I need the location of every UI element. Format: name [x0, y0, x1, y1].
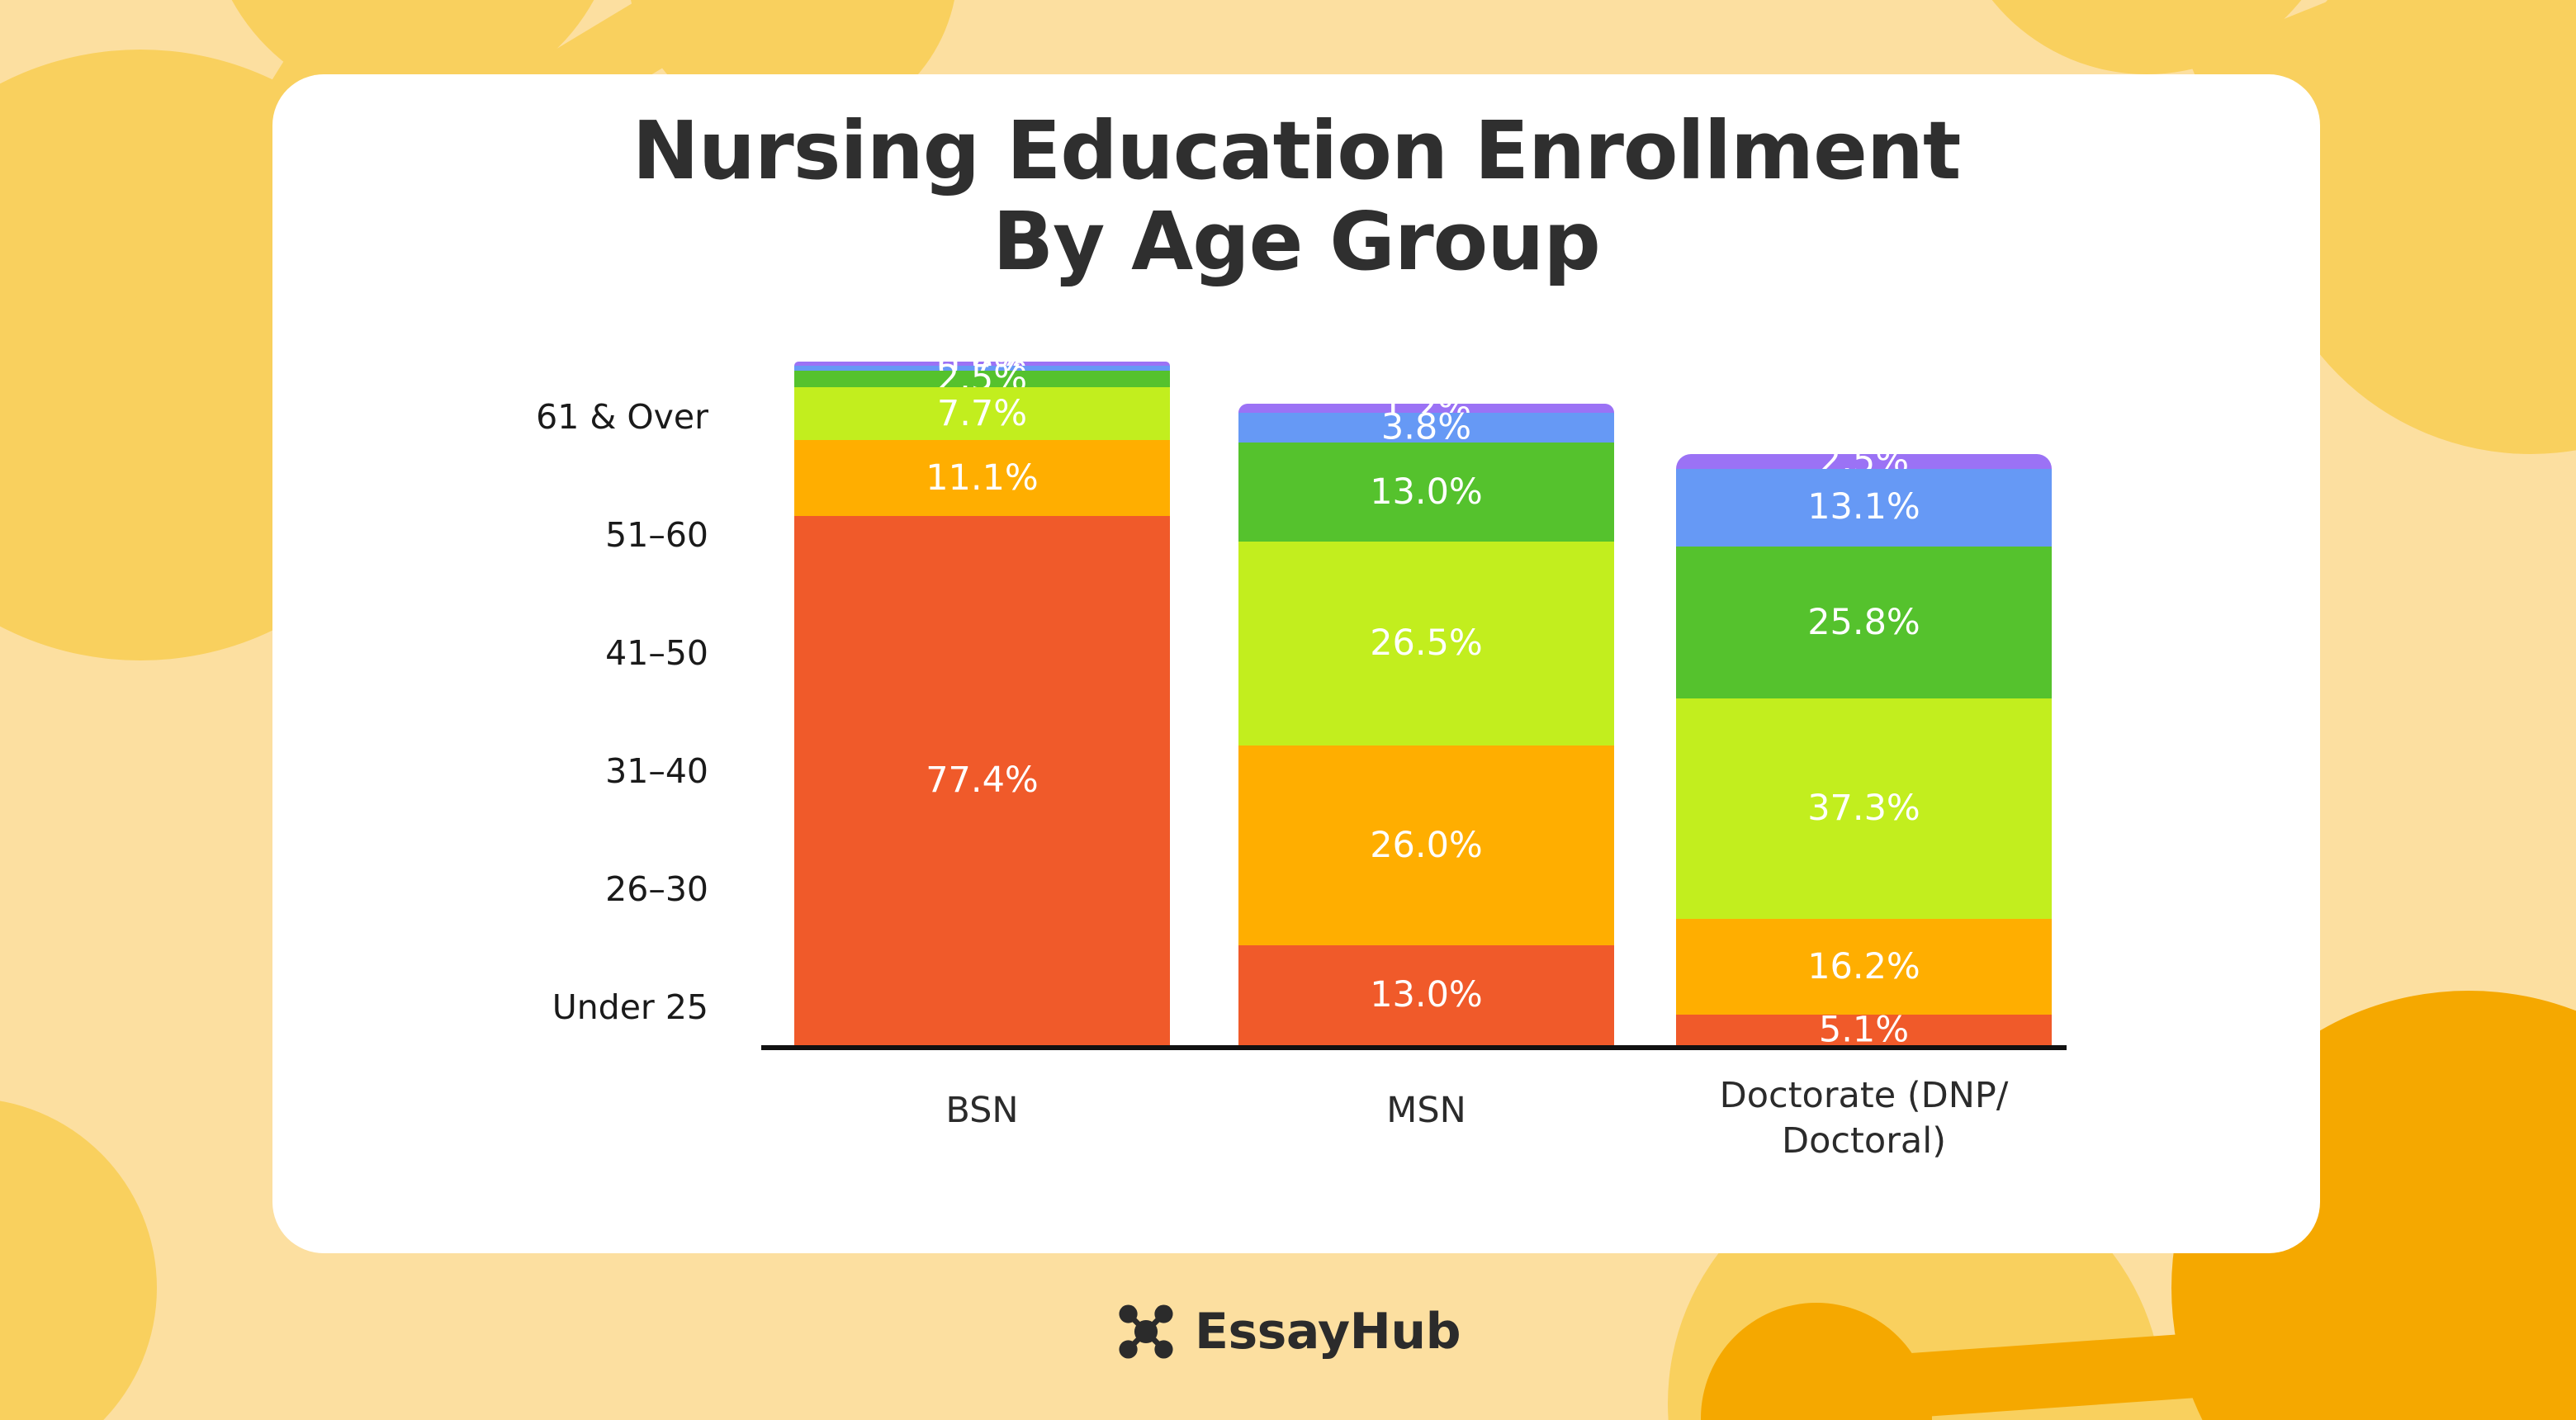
legend-label-1: 61 & Over [536, 397, 708, 437]
bar-segment[interactable]: 25.8% [1676, 546, 2052, 699]
x-axis-label-line: Doctorate (DNP/ [1719, 1075, 2009, 1116]
bar-segment[interactable]: 2.5% [794, 361, 1170, 396]
legend-label-6: Under 25 [552, 987, 708, 1027]
bar-segment[interactable]: 77.4% [794, 516, 1170, 1045]
legend-label-4: 31–40 [605, 751, 708, 791]
bar-segment[interactable]: 26.0% [1238, 746, 1614, 945]
bar-segment[interactable]: 13.0% [1238, 945, 1614, 1045]
bar-segment[interactable]: 13.1% [1676, 468, 2052, 547]
bar-doctorate-dnp-doctoral[interactable]: 2.5% 13.1% 25.8% 37.3% 16.2% 5.1% [1676, 443, 2052, 1051]
brand-name: EssayHub [1194, 1303, 1461, 1361]
bar-segment[interactable]: 5.1% [1676, 1009, 2052, 1051]
bar-segment-value: 11.1% [926, 457, 1039, 499]
x-axis-label-1: BSN [745, 1088, 1219, 1134]
bar-segment-value: 7.7% [936, 392, 1028, 434]
bar-segment-value: 13.0% [1370, 471, 1483, 513]
legend-label-2: 51–60 [605, 515, 708, 555]
bar-segment-value: 25.8% [1807, 601, 1920, 643]
bar-segment-value: 5.1% [1818, 1009, 1910, 1051]
page-title-line-2: By Age Group [992, 194, 1601, 288]
bar-segment-value: 13.1% [1807, 486, 1920, 528]
x-axis-label-2: MSN [1189, 1088, 1664, 1134]
bar-segment-value: 77.4% [926, 760, 1039, 801]
bar-segment[interactable]: 16.2% [1676, 919, 2052, 1015]
x-axis-label-line: Doctoral) [1782, 1120, 1946, 1162]
bar-segment[interactable]: 13.0% [1238, 442, 1614, 542]
x-axis-label-3: Doctorate (DNP/Doctoral) [1627, 1073, 2101, 1164]
bar-segment-value: 37.3% [1807, 788, 1920, 830]
node-graph-x-icon [1119, 1304, 1173, 1359]
brand-footer: EssayHub [0, 1301, 2576, 1362]
background-node-graph-bottom-left [0, 1100, 157, 1420]
bar-segment-value: 26.5% [1370, 622, 1483, 665]
bar-segment-value: 3.8% [1380, 406, 1472, 448]
bar-msn[interactable]: 1.2% 3.8% 13.0% 26.5% 26.0% 13.0% [1238, 390, 1614, 1045]
background-node-graph-top-right [1991, 0, 2576, 454]
legend-label-3: 41–50 [605, 633, 708, 673]
bar-segment[interactable]: 37.3% [1676, 698, 2052, 920]
bar-segment[interactable]: 3.8% [1238, 409, 1614, 445]
page-title-line-1: Nursing Education Enrollment [632, 104, 1962, 197]
bar-segment[interactable]: 2.5% [1676, 443, 2052, 479]
bar-segment[interactable]: 11.1% [794, 440, 1170, 517]
bar-segment-value: 16.2% [1807, 945, 1920, 987]
bar-segment-value: 26.0% [1370, 824, 1483, 866]
bar-segment[interactable]: 7.7% [794, 387, 1170, 441]
x-axis-line [761, 1045, 2067, 1050]
legend-label-5: 26–30 [605, 869, 708, 909]
x-axis-label-line: MSN [1386, 1090, 1466, 1131]
page-title: Nursing Education Enrollment By Age Grou… [272, 106, 2320, 286]
x-axis-label-line: BSN [945, 1090, 1019, 1131]
bar-segment[interactable]: 26.5% [1238, 542, 1614, 746]
bar-segment-value: 13.0% [1370, 973, 1483, 1015]
bar-bsn[interactable]: 0.6% 0.7% 2.5% 7.7% 11.1% 77.4% [794, 345, 1170, 1045]
